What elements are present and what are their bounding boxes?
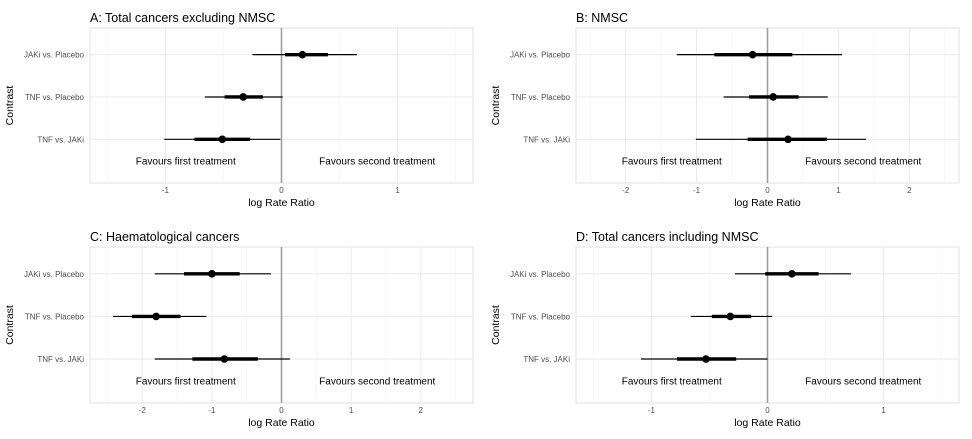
x-axis-label: log Rate Ratio xyxy=(734,197,801,209)
x-tick-label: 2 xyxy=(907,186,912,195)
x-tick-label: 1 xyxy=(881,406,886,415)
row-label: TNF vs. Placebo xyxy=(25,312,85,321)
row-label: TNF vs. JAKi xyxy=(523,355,570,364)
panel-title: D: Total cancers including NMSC xyxy=(576,230,758,244)
x-tick-label: 0 xyxy=(279,406,284,415)
panel-3: JAKi vs. Placebo TNF vs. Placebo TNF vs. J… xyxy=(4,230,474,429)
x-axis-label: log Rate Ratio xyxy=(734,417,801,429)
x-tick-label: -1 xyxy=(162,186,170,195)
favours-second-annotation: Favours second treatment xyxy=(319,156,435,167)
x-tick-label: 0 xyxy=(765,406,770,415)
row-label: TNF vs. JAKi xyxy=(37,355,84,364)
favours-second-annotation: Favours second treatment xyxy=(805,156,921,167)
row-label: TNF vs. Placebo xyxy=(511,93,571,102)
x-tick-label: -1 xyxy=(693,186,701,195)
point-estimate xyxy=(152,312,160,321)
y-axis-label: Contrast xyxy=(490,305,502,345)
x-tick-label: 2 xyxy=(419,406,424,415)
x-tick-label: 1 xyxy=(395,186,400,195)
panel-title: C: Haematological cancers xyxy=(90,230,239,244)
y-axis-label: Contrast xyxy=(4,86,16,126)
point-estimate xyxy=(726,312,735,321)
y-axis-label: Contrast xyxy=(490,86,502,126)
row-label: TNF vs. JAKi xyxy=(523,135,570,144)
favours-first-annotation: Favours first treatment xyxy=(622,376,722,387)
point-estimate xyxy=(239,93,247,101)
x-tick-label: 1 xyxy=(349,406,354,415)
panel-4: JAKi vs. Placebo TNF vs. Placebo TNF vs. J… xyxy=(490,230,960,429)
favours-first-annotation: Favours first treatment xyxy=(136,156,236,167)
row-label: JAKi vs. Placebo xyxy=(24,51,85,60)
panel-title: A: Total cancers excluding NMSC xyxy=(90,11,275,25)
point-estimate xyxy=(208,270,216,278)
panel-2: JAKi vs. Placebo TNF vs. Placebo TNF vs. J… xyxy=(490,11,960,209)
x-tick-label: 0 xyxy=(765,186,770,195)
x-tick-label: -1 xyxy=(648,406,656,415)
row-label: TNF vs. Placebo xyxy=(511,312,571,321)
point-estimate xyxy=(748,50,757,59)
row-label: JAKi vs. Placebo xyxy=(24,270,85,279)
favours-second-annotation: Favours second treatment xyxy=(319,376,435,387)
panel-1: JAKi vs. Placebo TNF vs. Placebo TNF vs. J… xyxy=(4,11,474,209)
row-label: JAKi vs. Placebo xyxy=(510,51,571,60)
point-estimate xyxy=(784,135,792,144)
x-tick-label: -2 xyxy=(139,406,147,415)
point-estimate xyxy=(218,135,227,144)
point-estimate xyxy=(769,93,777,101)
x-tick-label: -2 xyxy=(622,186,630,195)
favours-first-annotation: Favours first treatment xyxy=(136,376,236,387)
point-estimate xyxy=(788,270,796,278)
row-label: TNF vs. JAKi xyxy=(37,135,84,144)
x-axis-label: log Rate Ratio xyxy=(248,417,315,429)
row-label: TNF vs. Placebo xyxy=(25,93,85,102)
point-estimate xyxy=(702,355,710,363)
x-tick-label: 0 xyxy=(279,186,284,195)
panel-title: B: NMSC xyxy=(576,11,628,25)
y-axis-label: Contrast xyxy=(4,305,16,345)
favours-second-annotation: Favours second treatment xyxy=(805,376,921,387)
point-estimate xyxy=(298,50,307,59)
x-tick-label: -1 xyxy=(208,406,216,415)
x-tick-label: 1 xyxy=(836,186,841,195)
row-label: JAKi vs. Placebo xyxy=(510,270,571,279)
x-axis-label: log Rate Ratio xyxy=(248,197,315,209)
favours-first-annotation: Favours first treatment xyxy=(622,156,722,167)
point-estimate xyxy=(220,355,229,363)
